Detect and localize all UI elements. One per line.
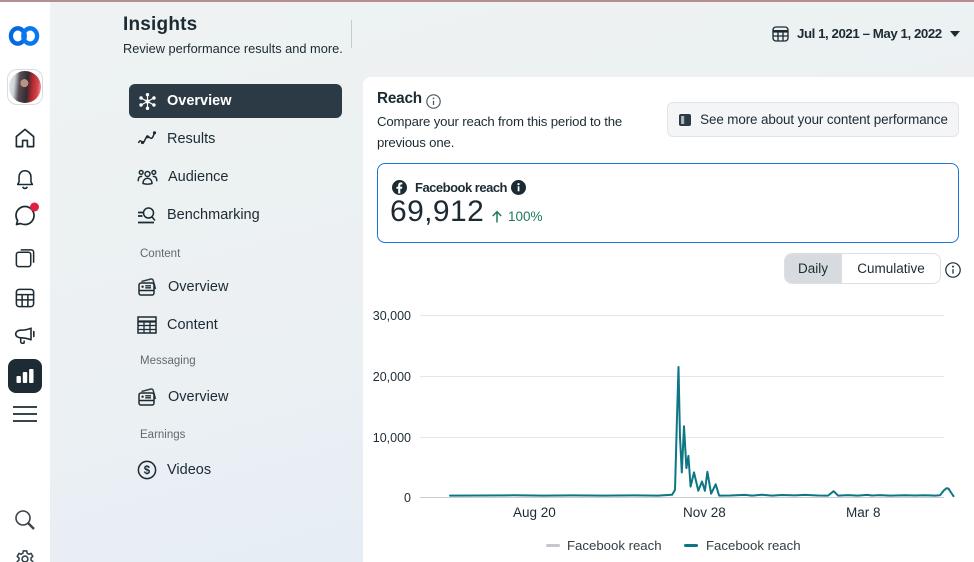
- svg-text:$: $: [144, 465, 151, 477]
